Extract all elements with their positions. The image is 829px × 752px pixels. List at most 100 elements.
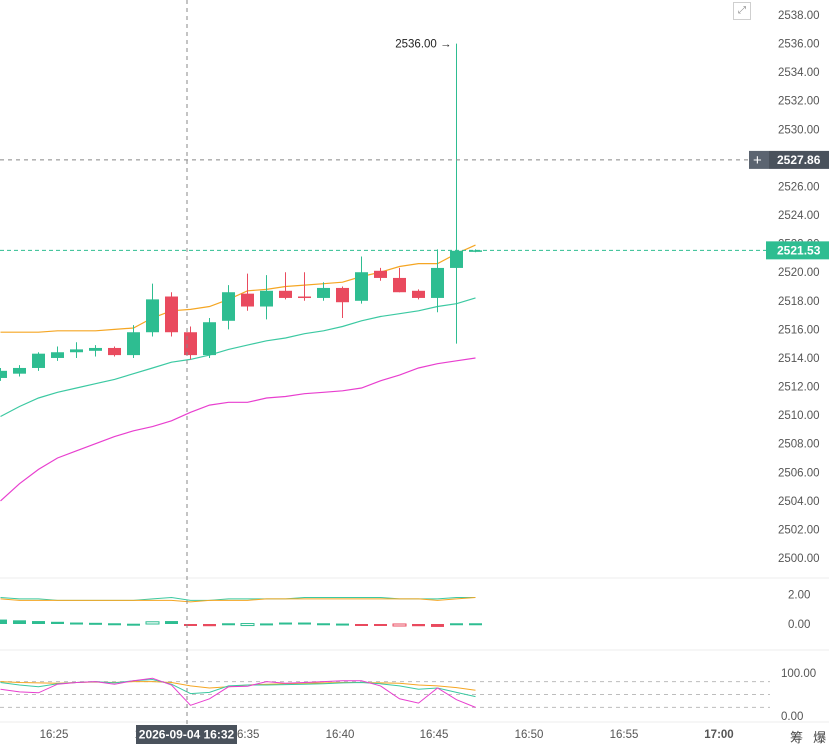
candle-body bbox=[298, 296, 311, 299]
candle-body bbox=[374, 270, 387, 278]
candle-body bbox=[184, 332, 197, 356]
price-tick-label: 2534.00 bbox=[778, 67, 820, 79]
high-price-marker: 2536.00 → bbox=[395, 39, 451, 51]
macd-histogram-bar bbox=[127, 623, 140, 626]
price-tick-label: 2502.00 bbox=[778, 524, 820, 536]
candle-body bbox=[355, 272, 368, 301]
macd-histogram-bar bbox=[412, 624, 425, 627]
candle-body bbox=[412, 290, 425, 298]
moving-average-line bbox=[0, 297, 476, 418]
candle-body bbox=[260, 290, 273, 307]
candle-body bbox=[70, 349, 83, 353]
price-tick-label: 2510.00 bbox=[778, 410, 820, 422]
last-price-label: 2521.53 bbox=[777, 243, 821, 257]
macd-histogram-bar bbox=[298, 622, 311, 625]
moving-average-lines bbox=[0, 244, 476, 502]
time-tick-label: 17:00 bbox=[704, 729, 733, 741]
crosshair-price-label: 2527.86 bbox=[777, 153, 821, 167]
expand-icon[interactable]: ⤢ bbox=[733, 2, 751, 20]
plus-icon: + bbox=[753, 152, 762, 169]
crosshair-time-label: 2026-09-04 16:32 bbox=[139, 728, 235, 742]
macd-histogram-bar bbox=[240, 623, 255, 627]
price-tick-label: 2506.00 bbox=[778, 467, 820, 479]
candle-body bbox=[146, 299, 159, 333]
price-tick-label: 2508.00 bbox=[778, 439, 820, 451]
price-tick-label: 2538.00 bbox=[778, 10, 820, 22]
macd-histogram-bar bbox=[260, 623, 273, 626]
price-tick-label: 2500.00 bbox=[778, 553, 820, 565]
macd-histogram-bar bbox=[317, 623, 330, 626]
price-tick-label: 2536.00 bbox=[778, 39, 820, 51]
candle-body bbox=[336, 287, 349, 303]
candle-body bbox=[0, 370, 7, 378]
candle-body bbox=[203, 322, 216, 356]
macd-tick-label: 2.00 bbox=[788, 590, 810, 602]
candle-body bbox=[127, 332, 140, 356]
crosshair-time-badge bbox=[136, 725, 237, 744]
kdj-line bbox=[0, 678, 476, 698]
macd-histogram-bar bbox=[392, 623, 407, 627]
kdj-tick-label: 0.00 bbox=[781, 711, 803, 723]
macd-histogram-bar bbox=[13, 620, 26, 624]
tab-burst-label[interactable]: 爆 bbox=[813, 731, 827, 746]
macd-histogram-bar bbox=[184, 624, 197, 626]
last-price-badge bbox=[766, 241, 829, 260]
candle-body bbox=[279, 290, 292, 298]
candle-body bbox=[13, 367, 26, 374]
macd-histogram-bar bbox=[51, 621, 64, 624]
kdj-panel: 100.00 0.00 bbox=[0, 668, 816, 723]
time-tick-label: 16:25 bbox=[40, 729, 69, 741]
price-tick-label: 2516.00 bbox=[778, 324, 820, 336]
price-tick-label: 2524.00 bbox=[778, 210, 820, 222]
price-tick-label: 2530.00 bbox=[778, 124, 820, 136]
macd-tick-label: 0.00 bbox=[788, 619, 810, 631]
candle-body bbox=[317, 287, 330, 298]
candle-body bbox=[431, 267, 444, 298]
macd-line bbox=[0, 597, 476, 603]
macd-panel: 2.00 0.00 bbox=[0, 590, 810, 631]
candle-body bbox=[241, 293, 254, 307]
candle-body bbox=[450, 250, 463, 268]
moving-average-line bbox=[0, 357, 476, 502]
kdj-tick-label: 100.00 bbox=[781, 668, 816, 680]
macd-histogram-bar bbox=[222, 623, 235, 626]
time-tick-label: 16:45 bbox=[420, 729, 449, 741]
crosshair-add-badge bbox=[749, 150, 769, 169]
candle-body bbox=[469, 250, 482, 252]
time-tick-label: 16:40 bbox=[326, 729, 355, 741]
candle-body bbox=[393, 277, 406, 293]
moving-average-line bbox=[0, 244, 476, 333]
macd-histogram-bar bbox=[279, 622, 292, 625]
macd-histogram-bar bbox=[336, 623, 349, 626]
time-tick-label: 16:50 bbox=[515, 729, 544, 741]
candle-body bbox=[108, 347, 121, 356]
candle-body bbox=[165, 296, 178, 333]
candle-body bbox=[32, 353, 45, 368]
price-tick-label: 2526.00 bbox=[778, 181, 820, 193]
price-axis: 2500.00 2502.00 2504.00 2506.00 2508.00 2510.… bbox=[778, 10, 820, 565]
macd-histogram-bar bbox=[203, 624, 216, 627]
bottom-indicator-tabs[interactable]: 筹 爆 bbox=[790, 727, 829, 746]
price-tick-label: 2520.00 bbox=[778, 267, 820, 279]
macd-histogram-bar bbox=[108, 623, 121, 626]
macd-histogram-bar bbox=[431, 624, 444, 627]
tab-chip-label[interactable]: 筹 bbox=[790, 731, 804, 746]
macd-histogram-bar bbox=[70, 622, 83, 625]
price-tick-label: 2514.00 bbox=[778, 353, 820, 365]
crosshair-price-badge bbox=[769, 150, 829, 169]
time-tick-label: 16:55 bbox=[610, 729, 639, 741]
candlestick-series bbox=[0, 43, 482, 381]
macd-histogram-bar bbox=[165, 621, 178, 624]
time-tick-label: 16:35 bbox=[231, 729, 260, 741]
candle-body bbox=[222, 292, 235, 321]
macd-histogram-bar bbox=[355, 624, 368, 626]
price-tick-label: 2532.00 bbox=[778, 96, 820, 108]
macd-histogram-bar bbox=[469, 623, 482, 626]
time-axis: 16:2516:3016:3516:4016:4516:5016:5517:00… bbox=[40, 725, 734, 744]
macd-histogram-bar bbox=[450, 623, 463, 626]
candle-body bbox=[51, 352, 64, 358]
price-tick-label: 2518.00 bbox=[778, 296, 820, 308]
macd-histogram-bar bbox=[145, 621, 160, 625]
macd-histogram-bar bbox=[0, 619, 7, 624]
